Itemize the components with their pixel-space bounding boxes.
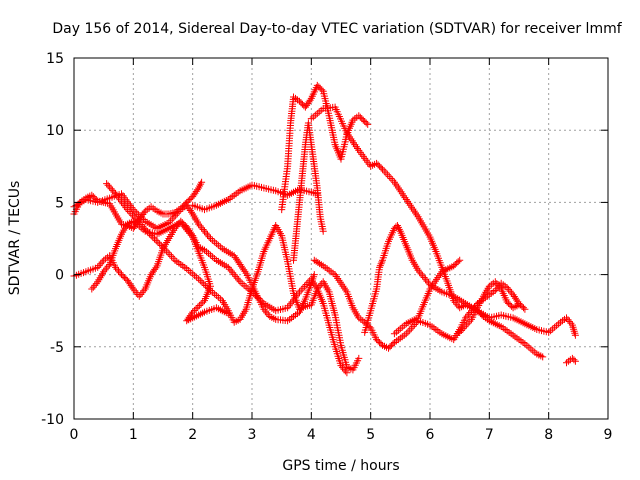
series-sat-n	[563, 354, 579, 367]
y-tick-label: 15	[46, 51, 64, 67]
series-markers	[278, 81, 372, 214]
x-tick-label: 7	[485, 427, 494, 443]
x-tick-label: 8	[544, 427, 553, 443]
y-axis-label: SDTVAR / TECUs	[7, 181, 23, 296]
x-tick-label: 5	[366, 427, 375, 443]
x-tick-label: 0	[70, 427, 79, 443]
x-tick-labels: 0 1 2 3 4 5 6 7 8 9	[70, 427, 613, 443]
x-axis-label: GPS time / hours	[282, 458, 399, 474]
series-sat-l	[390, 256, 464, 338]
x-tick-label: 9	[604, 427, 613, 443]
x-tick-label: 6	[426, 427, 435, 443]
y-tick-label: -5	[50, 340, 64, 356]
plot-frame	[73, 57, 609, 420]
y-tick-labels: -10 -5 0 5 10 15	[41, 51, 64, 428]
series-markers	[290, 119, 327, 264]
series-sat-g	[278, 81, 372, 214]
y-tick-label: -10	[41, 412, 64, 428]
chart-title: Day 156 of 2014, Sidereal Day-to-day VTE…	[52, 21, 622, 37]
y-tick-label: 0	[55, 268, 64, 284]
y-tick-label: 10	[46, 123, 64, 139]
series-markers	[88, 217, 232, 325]
series-markers	[456, 278, 523, 336]
series-sat-k	[361, 222, 547, 361]
series-markers	[390, 256, 464, 338]
axis-ticks	[73, 57, 609, 420]
series-sat-e	[88, 217, 232, 325]
x-tick-label: 2	[188, 427, 197, 443]
x-tick-label: 3	[248, 427, 257, 443]
series-sat-h	[290, 119, 327, 264]
x-tick-label: 4	[307, 427, 316, 443]
x-tick-label: 1	[129, 427, 138, 443]
series-markers	[361, 222, 547, 361]
series-markers	[563, 354, 579, 367]
y-tick-label: 5	[55, 195, 64, 211]
series-sat-m	[456, 278, 523, 336]
